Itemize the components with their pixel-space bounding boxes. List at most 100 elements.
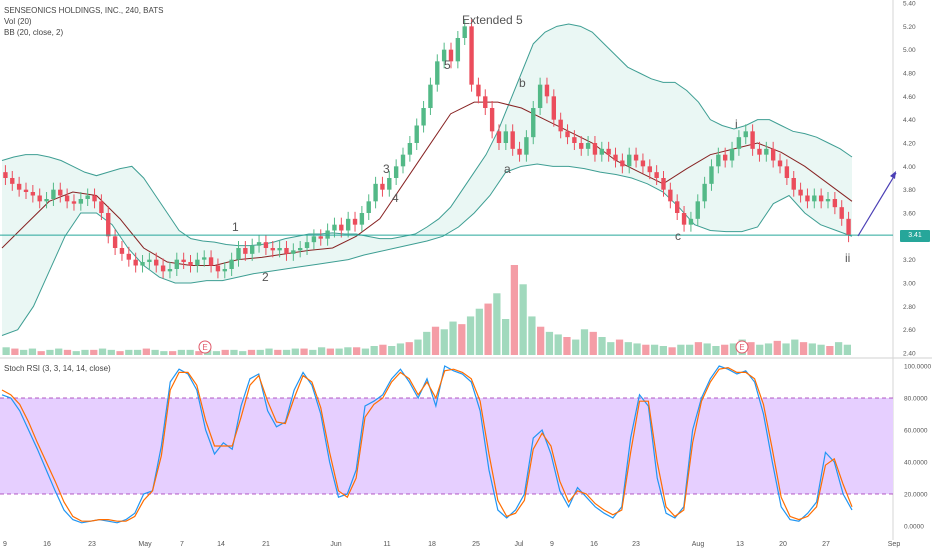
candle-body xyxy=(681,213,687,225)
candle-body xyxy=(668,189,673,202)
volume-bar xyxy=(370,346,378,355)
candle-body xyxy=(531,108,536,138)
candle-body xyxy=(51,189,56,199)
candle-body xyxy=(332,224,337,231)
candle-body xyxy=(345,218,351,231)
volume-bar xyxy=(46,349,54,355)
candle-body xyxy=(154,259,159,266)
candle-body xyxy=(393,166,399,178)
volume-bar xyxy=(81,349,89,355)
candle-body xyxy=(675,201,680,213)
candle-body xyxy=(640,160,646,167)
volume-bar xyxy=(580,329,589,355)
candle-body xyxy=(462,26,467,38)
volume-bar xyxy=(686,344,694,355)
bollinger-legend: BB (20, close, 2) xyxy=(4,28,64,37)
candle-body xyxy=(537,84,543,108)
candle-body xyxy=(510,131,515,149)
candle-body xyxy=(373,183,378,202)
candle-body xyxy=(160,265,166,272)
candle-body xyxy=(92,195,97,202)
earnings-marker-label: E xyxy=(202,343,207,352)
price-tick-label: 5.20 xyxy=(903,24,916,31)
volume-bar xyxy=(642,344,650,355)
volume-bar xyxy=(817,344,825,355)
candle-body xyxy=(318,236,323,239)
volume-bar xyxy=(650,344,659,355)
candle-body xyxy=(270,248,275,251)
volume-bar xyxy=(668,347,676,355)
volume-bar xyxy=(414,339,422,355)
rsi-tick-label: 0.0000 xyxy=(904,524,924,531)
candle-body xyxy=(736,137,742,149)
candle-body xyxy=(750,131,755,149)
date-tick-label: 9 xyxy=(550,541,554,548)
candle-body xyxy=(551,96,557,120)
candle-body xyxy=(572,137,577,143)
candle-body xyxy=(654,172,659,178)
volume-bar xyxy=(624,342,632,355)
wave-label: ii xyxy=(845,251,850,265)
chart-title: SENSEONICS HOLDINGS, INC., 240, BATS xyxy=(4,6,164,15)
volume-bar xyxy=(475,308,483,355)
candle-body xyxy=(791,178,796,190)
price-tick-label: 4.60 xyxy=(903,94,916,101)
date-tick-label: 16 xyxy=(590,541,598,548)
volume-bar xyxy=(186,349,194,355)
candle-body xyxy=(133,259,138,266)
date-tick-label: 9 xyxy=(3,541,7,548)
volume-bar xyxy=(449,321,457,355)
candle-body xyxy=(421,108,426,126)
volume-bar xyxy=(300,348,308,355)
volume-bar xyxy=(466,316,475,355)
volume-bar xyxy=(177,349,186,355)
candle-body xyxy=(414,125,419,143)
candle-body xyxy=(695,201,700,219)
rsi-tick-label: 60.0000 xyxy=(904,428,928,435)
volume-bar xyxy=(554,334,562,355)
candle-body xyxy=(448,49,454,62)
candle-body xyxy=(805,195,810,202)
earnings-marker-label: E xyxy=(739,343,744,352)
date-tick-label: 11 xyxy=(383,541,390,548)
stoch-rsi-line-k xyxy=(1,365,853,524)
volume-bar xyxy=(63,349,72,355)
bollinger-basis-line xyxy=(1,101,853,266)
candle-body xyxy=(688,218,694,225)
candle-body xyxy=(661,178,666,190)
volume-bar xyxy=(11,348,19,355)
candle-body xyxy=(195,259,200,266)
candle-body xyxy=(297,248,303,251)
candle-body xyxy=(222,269,227,272)
date-tick-label: 18 xyxy=(428,541,436,548)
wave-label: a xyxy=(504,162,511,176)
wave-label: Extended 5 xyxy=(462,13,523,27)
candle-body xyxy=(215,265,221,272)
volume-bar xyxy=(677,344,685,355)
candle-body xyxy=(284,248,289,254)
candle-body xyxy=(311,236,317,243)
candle-body xyxy=(23,189,29,192)
candle-body xyxy=(181,259,186,262)
candle-body xyxy=(770,148,776,161)
volume-bar xyxy=(764,343,773,355)
candle-body xyxy=(174,259,179,269)
rsi-tick-label: 80.0000 xyxy=(904,396,928,403)
candle-body xyxy=(3,172,8,178)
volume-bar xyxy=(195,351,203,355)
volume-bar xyxy=(107,349,115,355)
candle-body xyxy=(832,199,838,208)
price-tick-label: 4.00 xyxy=(903,164,916,171)
date-tick-label: May xyxy=(138,541,152,548)
volume-bar xyxy=(344,347,352,355)
date-tick-label: 23 xyxy=(88,541,96,548)
volume-bar xyxy=(712,346,720,355)
candle-body xyxy=(818,195,824,202)
volume-bar xyxy=(423,331,431,355)
volume-bar xyxy=(501,319,510,355)
price-tick-label: 4.40 xyxy=(903,117,916,124)
volume-bar xyxy=(379,344,387,355)
candle-body xyxy=(846,218,851,236)
date-tick-label: 21 xyxy=(262,541,270,548)
